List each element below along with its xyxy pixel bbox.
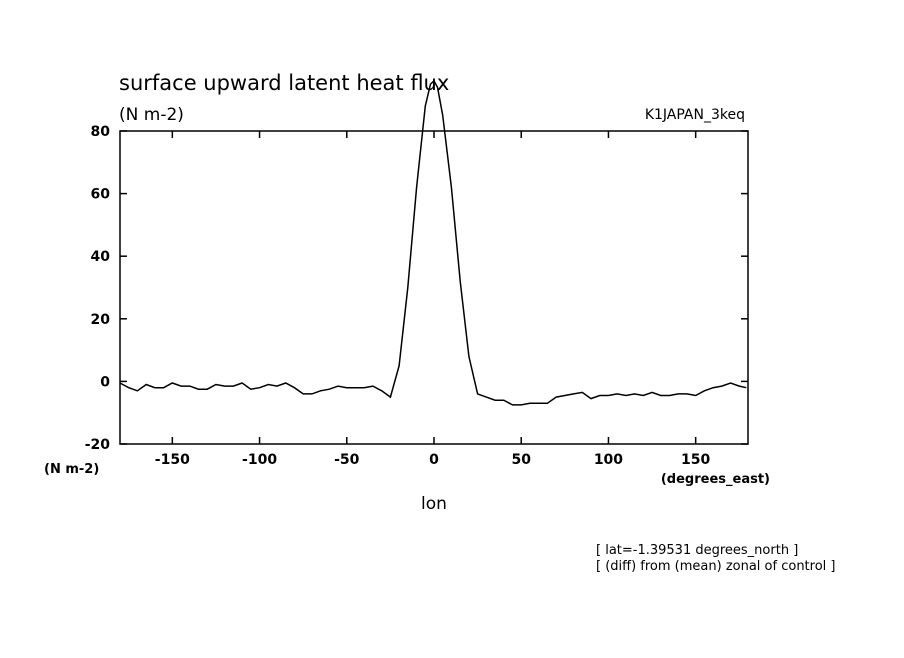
x-tick-label: 50 (511, 452, 531, 468)
x-unit-label: (degrees_east) (661, 472, 770, 487)
annotation: [ lat=-1.39531 degrees_north ] (596, 543, 798, 558)
x-tick-label: 0 (429, 452, 439, 468)
x-tick-label: 100 (594, 452, 623, 468)
y-tick-label: 60 (91, 187, 111, 203)
x-axis-label: lon (421, 494, 447, 514)
y-tick-label: 20 (91, 312, 111, 328)
data-line (119, 79, 747, 406)
y-tick-label: 80 (91, 124, 111, 140)
y-tick-label: 0 (100, 374, 110, 390)
chart-title: surface upward latent heat flux (119, 71, 449, 95)
x-tick-label: -150 (155, 452, 190, 468)
experiment-label: K1JAPAN_3keq (645, 107, 745, 123)
x-tick-label: -100 (242, 452, 277, 468)
x-tick-label: 150 (681, 452, 710, 468)
y-tick-label: -20 (85, 437, 111, 453)
y-unit-label: (N m-2) (44, 462, 99, 477)
chart-subtitle: (N m-2) (119, 105, 184, 125)
y-tick-label: 40 (91, 249, 111, 265)
annotation: [ (diff) from (mean) zonal of control ] (596, 559, 835, 574)
x-tick-label: -50 (334, 452, 360, 468)
